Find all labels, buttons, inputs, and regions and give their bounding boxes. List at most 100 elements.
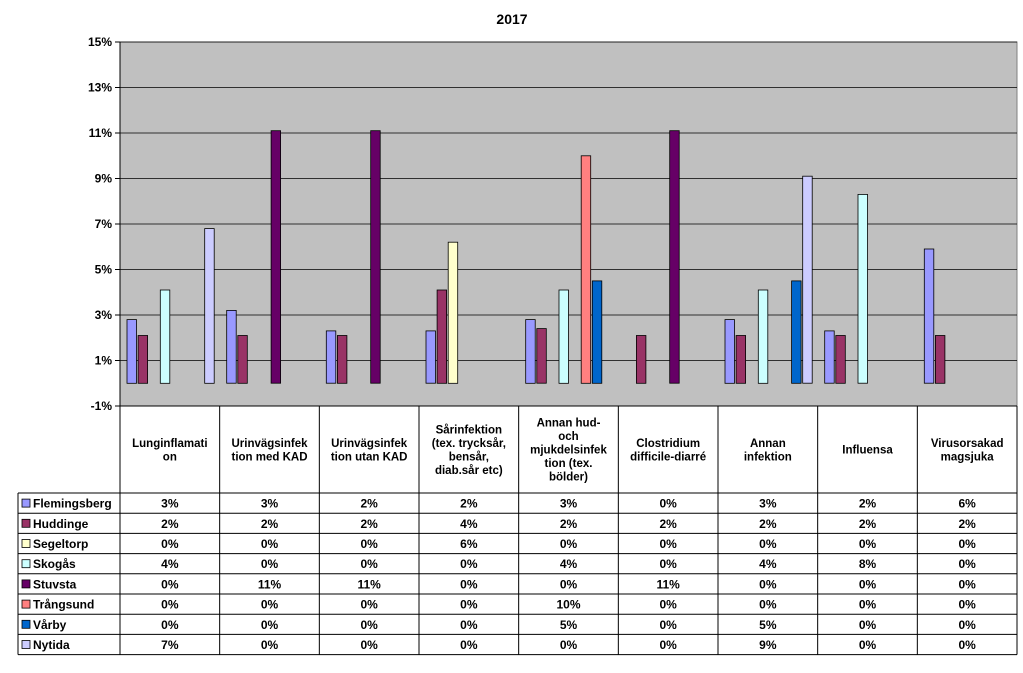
legend-series-name: Trångsund <box>33 598 94 612</box>
data-label: 0% <box>958 638 976 652</box>
bar-flemingsberg <box>126 319 137 384</box>
data-label: 3% <box>759 497 777 511</box>
category-label: infektion <box>744 451 792 463</box>
data-label: 0% <box>659 598 677 612</box>
data-label: 0% <box>659 557 677 571</box>
legend-series-name: Segeltorp <box>33 537 88 551</box>
category-label: Lunginflamati <box>132 438 207 450</box>
data-label: 0% <box>659 537 677 551</box>
category-label: tion med KAD <box>231 451 307 463</box>
bar-stuvsta <box>270 130 282 384</box>
data-label: 0% <box>958 537 976 551</box>
data-label: 0% <box>460 638 478 652</box>
data-label: 0% <box>261 638 279 652</box>
data-label: 4% <box>759 557 777 571</box>
y-tick-label: 1% <box>95 354 113 368</box>
category-label: och <box>558 431 578 443</box>
data-label: 0% <box>360 638 378 652</box>
category-label: Virusorsakad <box>931 438 1004 450</box>
bar-huddinge <box>536 328 547 384</box>
legend-series-name: Stuvsta <box>33 577 77 591</box>
chart-title: 2017 <box>496 11 527 27</box>
y-tick-label: -1% <box>91 399 113 413</box>
bar-flemingsberg <box>923 248 935 384</box>
legend-key <box>21 599 31 609</box>
data-label: 0% <box>460 598 478 612</box>
data-label: 0% <box>560 577 578 591</box>
data-label: 0% <box>659 638 677 652</box>
bar-huddinge <box>137 335 149 384</box>
data-label: 0% <box>859 577 877 591</box>
data-label: 0% <box>958 618 976 632</box>
data-label: 8% <box>859 557 877 571</box>
data-label: 4% <box>161 557 179 571</box>
bar-huddinge <box>237 335 248 384</box>
data-label: 0% <box>161 537 179 551</box>
bar-huddinge <box>935 335 946 384</box>
data-label: 0% <box>161 618 179 632</box>
bar-flemingsberg <box>226 309 237 384</box>
bar-flemingsberg <box>325 330 337 384</box>
category-label: difficile-diarré <box>630 451 706 463</box>
category-label: Annan hud- <box>537 418 601 430</box>
data-label: 11% <box>258 577 282 591</box>
y-tick-label: 9% <box>95 172 113 186</box>
legend-key <box>21 559 31 569</box>
data-label: 0% <box>360 557 378 571</box>
data-label: 0% <box>261 618 279 632</box>
legend-series-name: Skogås <box>33 557 76 571</box>
data-label: 2% <box>560 517 578 531</box>
data-label: 0% <box>759 577 777 591</box>
data-label: 0% <box>659 618 677 632</box>
bar-huddinge <box>835 335 846 384</box>
category-label: Clostridium <box>636 438 700 450</box>
bar-flemingsberg <box>425 330 436 384</box>
data-label: 6% <box>460 537 478 551</box>
category-label: bölder) <box>549 472 588 484</box>
y-tick-label: 11% <box>89 126 113 140</box>
legend-key <box>21 498 31 508</box>
category-label: Urinvägsinfek <box>331 438 408 450</box>
data-label: 0% <box>859 537 877 551</box>
category-label: Influensa <box>842 445 893 457</box>
data-label: 4% <box>560 557 578 571</box>
bar-flemingsberg <box>724 319 735 384</box>
category-label: Sårinfektion <box>436 424 502 436</box>
data-label: 6% <box>958 497 976 511</box>
legend-series-name: Nytida <box>33 638 70 652</box>
data-label: 0% <box>560 537 578 551</box>
data-label: 2% <box>161 517 179 531</box>
data-label: 0% <box>161 577 179 591</box>
data-label: 2% <box>460 497 478 511</box>
data-label: 0% <box>759 537 777 551</box>
bar-flemingsberg <box>824 330 835 384</box>
category-label: Urinvägsinfek <box>231 438 308 450</box>
category-label: mjukdelsinfek <box>530 445 607 457</box>
legend-series-name: Huddinge <box>33 517 89 531</box>
data-label: 0% <box>958 598 976 612</box>
data-label: 4% <box>460 517 478 531</box>
category-label: tion (tex. <box>545 458 593 470</box>
data-label: 9% <box>759 638 777 652</box>
bar-skogås <box>558 289 569 384</box>
data-label: 0% <box>460 618 478 632</box>
bar-trångsund <box>580 155 592 384</box>
legend-key <box>21 579 31 589</box>
data-label: 2% <box>360 497 378 511</box>
y-tick-label: 13% <box>88 81 112 95</box>
data-label: 0% <box>659 497 677 511</box>
data-label: 0% <box>560 638 578 652</box>
data-label: 7% <box>161 638 179 652</box>
data-label: 2% <box>859 497 877 511</box>
data-label: 0% <box>958 557 976 571</box>
data-label: 0% <box>261 557 279 571</box>
y-tick-label: 7% <box>95 217 113 231</box>
bar-huddinge <box>336 335 348 384</box>
category-label: magsjuka <box>941 451 995 463</box>
bar-stuvsta <box>669 130 680 384</box>
y-tick-label: 5% <box>95 263 113 277</box>
data-label: 0% <box>460 557 478 571</box>
category-label: Annan <box>750 438 786 450</box>
category-label: tion utan KAD <box>331 451 408 463</box>
